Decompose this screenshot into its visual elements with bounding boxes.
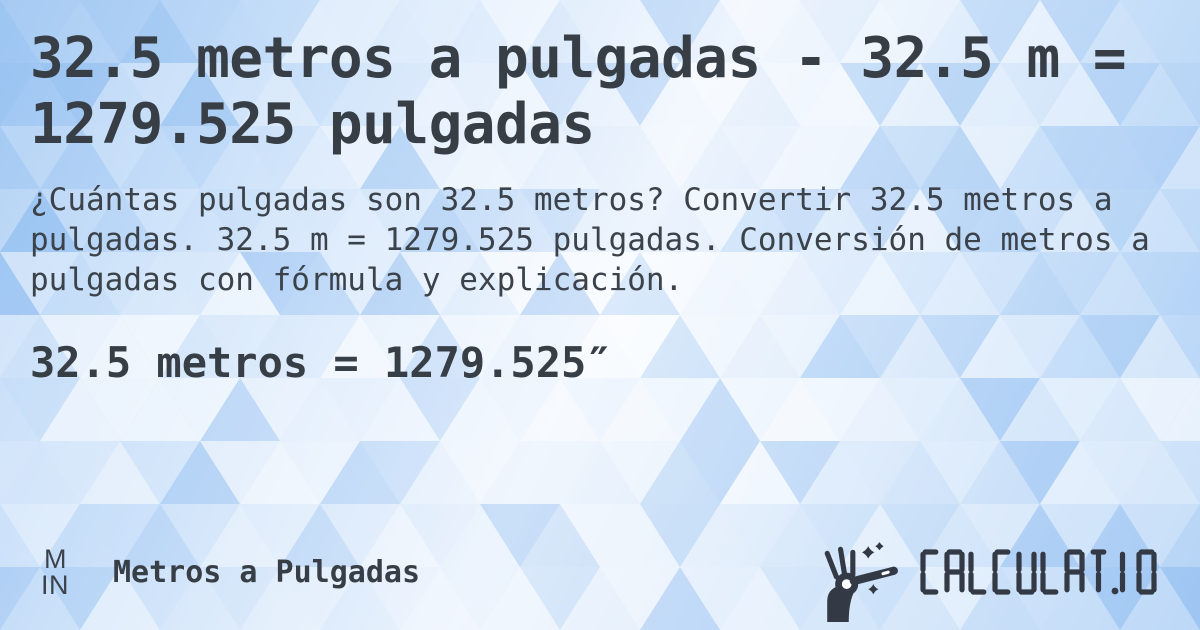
- magic-wand-icon: [824, 542, 898, 622]
- calculatio-logo: [820, 538, 1170, 622]
- brand-wordmark: [920, 549, 1157, 595]
- footer-left: M IN Metros a Pulgadas: [35, 544, 421, 600]
- description-text: ¿Cuántas pulgadas son 32.5 metros? Conve…: [30, 182, 1150, 298]
- footer: M IN Metros a Pulgadas: [35, 538, 1170, 622]
- category-label: Metros a Pulgadas: [113, 554, 421, 590]
- unit-badge-icon: M IN: [35, 544, 69, 600]
- page-title: 32.5 metros a pulgadas - 32.5 m = 1279.5…: [30, 26, 1127, 157]
- main-content: 32.5 metros a pulgadas - 32.5 m = 1279.5…: [0, 26, 1200, 388]
- conversion-result: 32.5 metros = 1279.525″: [30, 338, 612, 387]
- unit-badge-top: M: [44, 544, 67, 574]
- unit-badge-bottom: IN: [41, 570, 69, 600]
